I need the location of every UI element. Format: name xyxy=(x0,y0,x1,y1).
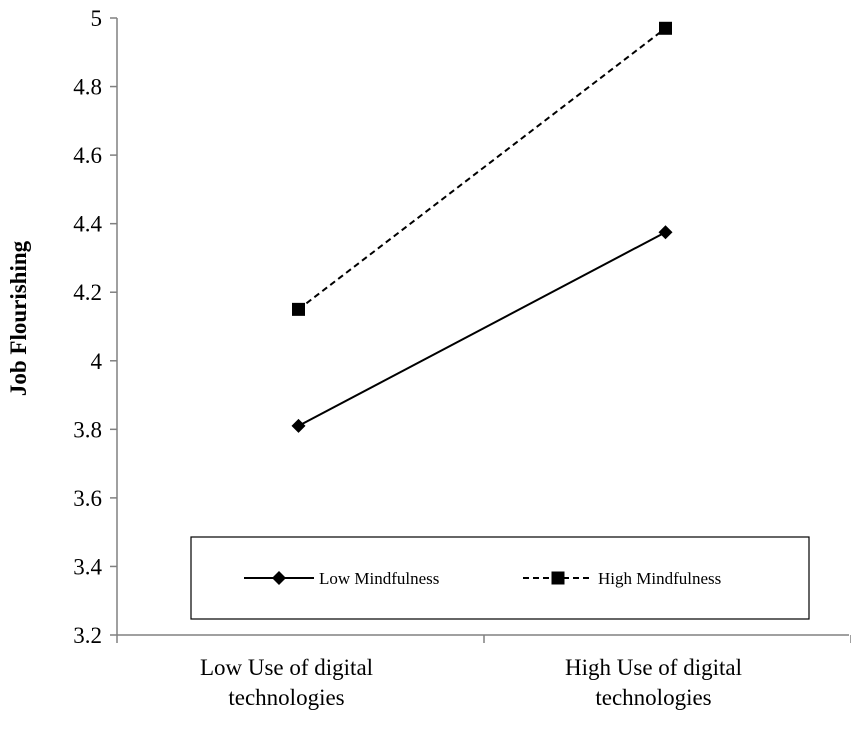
legend-label: High Mindfulness xyxy=(598,569,721,588)
series-1 xyxy=(291,225,673,433)
series-line xyxy=(297,27,667,311)
y-tick-label: 5 xyxy=(91,6,103,31)
y-tick-label: 3.2 xyxy=(73,623,102,648)
axes: 3.2 3.4 3.6 3.8 4 4.2 4.4 4.6 4.8 5 Low Use of di… xyxy=(73,6,851,710)
legend: Low Mindfulness High Mindfulness xyxy=(190,536,810,620)
y-tick-label: 4.4 xyxy=(73,212,102,237)
series-layer xyxy=(291,21,673,433)
y-tick-label: 4.2 xyxy=(73,280,102,305)
data-point xyxy=(658,225,673,240)
series-line xyxy=(298,231,666,427)
y-tick-label: 4.8 xyxy=(73,75,102,100)
data-point xyxy=(291,418,306,433)
x-tick-label-line: Low Use of digital xyxy=(200,655,373,680)
x-tick-label-line: technologies xyxy=(228,685,344,710)
x-tick-label-line: High Use of digital xyxy=(565,655,742,680)
legend-swatch-marker xyxy=(272,571,286,585)
legend-label: Low Mindfulness xyxy=(319,569,439,588)
y-tick-label: 3.8 xyxy=(73,417,102,442)
y-tick-label: 3.4 xyxy=(73,554,102,579)
legend-items: Low Mindfulness High Mindfulness xyxy=(244,569,721,588)
x-tick-label-line: technologies xyxy=(595,685,711,710)
x-tick-label: High Use of digital technologies xyxy=(565,655,742,710)
legend-item: Low Mindfulness xyxy=(244,569,439,588)
x-tick-label: Low Use of digital technologies xyxy=(200,655,373,710)
data-point xyxy=(659,21,672,35)
y-tick-label: 3.6 xyxy=(73,486,102,511)
y-tick-label: 4 xyxy=(91,349,103,374)
y-tick-label: 4.6 xyxy=(73,143,102,168)
legend-swatch-marker xyxy=(551,571,565,585)
y-axis-ticks: 3.2 3.4 3.6 3.8 4 4.2 4.4 4.6 4.8 5 xyxy=(73,6,117,648)
series-2 xyxy=(292,21,672,316)
y-axis-label: Job Flourishing xyxy=(6,240,31,396)
data-point xyxy=(292,302,305,316)
legend-item: High Mindfulness xyxy=(523,569,721,588)
